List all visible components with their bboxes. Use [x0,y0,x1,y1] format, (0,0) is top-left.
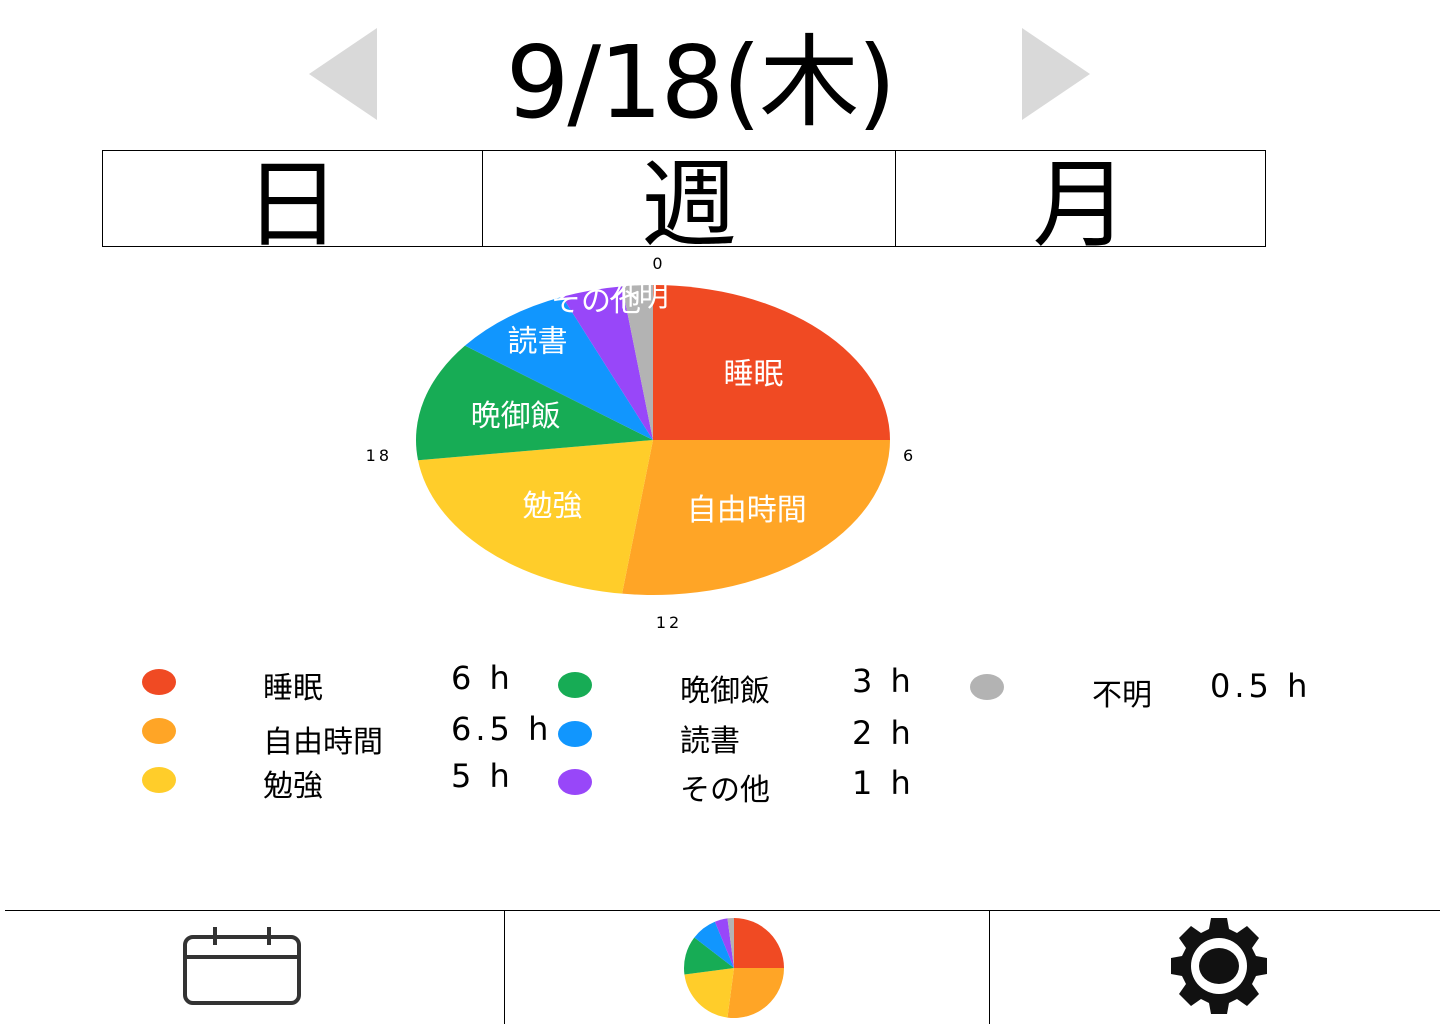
date-title: 9/18(木) [505,24,897,141]
pie-slice-reading [464,296,653,440]
legend-dot [142,669,176,695]
nav-settings-tab[interactable] [989,911,1440,1024]
legend-label: 晩御飯 [680,674,770,709]
legend-dot [558,721,592,747]
pie-chart-icon [684,918,784,1018]
pie-slice-dinner [416,345,653,461]
gear-icon [1171,918,1267,1014]
tab-month[interactable]: 月 [895,151,1265,246]
legend-label: 読書 [680,724,740,759]
legend-dot [142,718,176,744]
pie-label-study: 勉強 [522,489,582,524]
pie-slice-study [418,440,653,594]
legend-label: 不明 [1092,678,1152,713]
pie-label-free: 自由時間 [687,493,807,528]
nav-calendar-tab[interactable] [5,911,504,1024]
pie-slice-sleep [653,285,890,440]
triangle-left-icon [309,28,377,120]
pie-slice-unknown [622,285,653,440]
pie-slice-free [727,968,784,1018]
pie-label-other: その他 [551,284,641,319]
legend-value: 3 h [852,662,915,700]
pie-slice-other [562,286,653,440]
legend-dot [558,672,592,698]
nav-stats-tab[interactable] [504,911,989,1024]
triangle-right-icon [1022,28,1090,120]
pie-slice-study [684,968,734,1018]
bottom-nav [5,910,1440,1024]
pie-label-sleep: 睡眠 [724,357,784,392]
legend-dot [142,767,176,793]
period-tabs: 日 週 月 [102,150,1266,247]
legend-dot [558,769,592,795]
hour-tick-6: 6 [903,446,916,465]
legend-value: 5 h [451,757,514,795]
hour-tick-0: 0 [652,254,665,273]
tab-day[interactable]: 日 [244,151,341,246]
pie-slice-other [714,918,734,968]
pie-label-reading: 読書 [508,325,568,360]
pie-slice-sleep [734,918,784,968]
legend-value: 0.5 h [1210,667,1312,705]
pie-label-unknown: 不明 [609,279,669,314]
legend-value: 6.5 h [451,710,553,748]
legend-label: その他 [680,773,770,808]
pie-slice-unknown [727,918,734,968]
pie-slice-reading [694,921,734,968]
hour-tick-18: 18 [366,446,392,465]
prev-day-button[interactable] [309,28,377,120]
pie-slice-free [622,440,890,595]
legend-label: 自由時間 [263,725,383,760]
legend-dot [970,674,1004,700]
hour-tick-12: 12 [656,613,682,632]
legend-label: 勉強 [263,769,323,804]
legend-label: 睡眠 [263,671,323,706]
pie-label-dinner: 晩御飯 [471,399,561,434]
legend-value: 1 h [852,764,915,802]
legend-value: 6 h [451,659,514,697]
tab-week[interactable]: 週 [482,151,895,246]
pie-slice-dinner [684,937,734,975]
calendar-icon [183,927,301,1005]
next-day-button[interactable] [1022,28,1090,120]
legend-value: 2 h [852,714,915,752]
